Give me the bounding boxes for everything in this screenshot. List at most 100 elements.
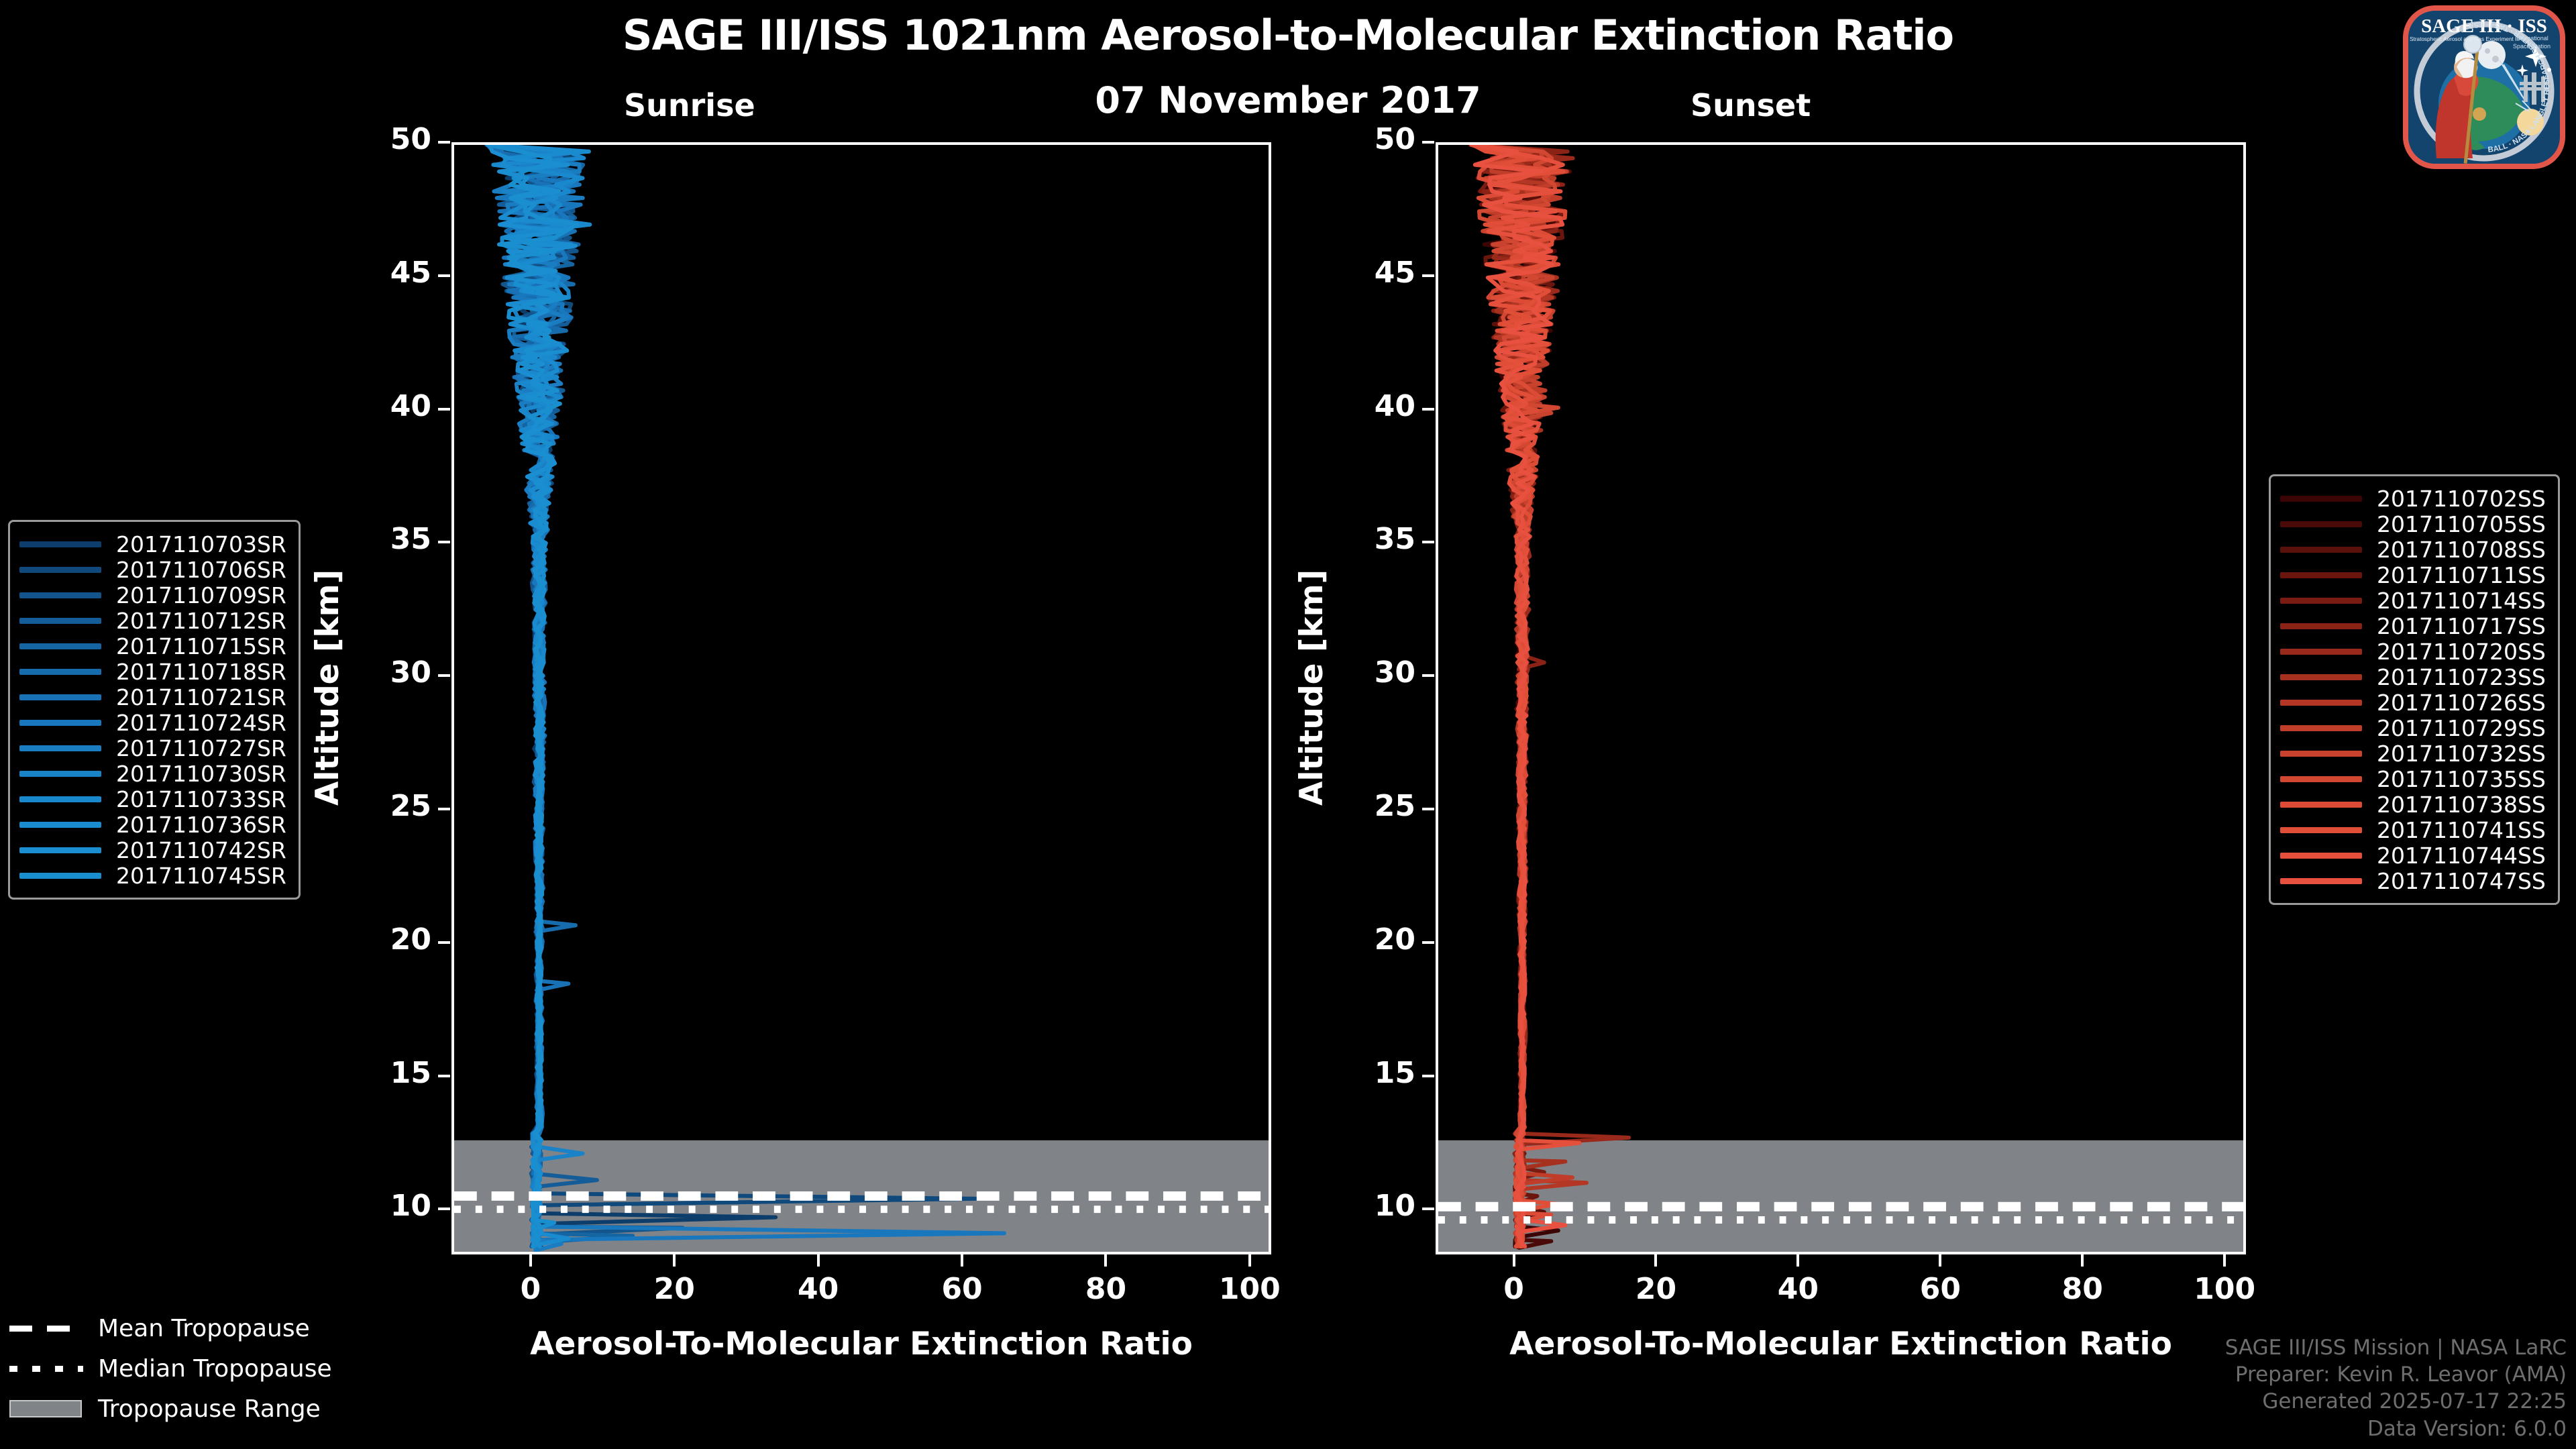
legend-item[interactable]: 2017110714SS xyxy=(2280,587,2546,614)
legend-item[interactable]: 2017110717SS xyxy=(2280,613,2546,639)
legend-item-label: 2017110724SR xyxy=(116,709,286,736)
x-tick-mark xyxy=(1248,1254,1251,1267)
y-tick-label: 35 xyxy=(390,522,431,557)
legend-item-label: 2017110709SR xyxy=(116,582,286,608)
x-tick-mark xyxy=(673,1254,676,1267)
legend-color-swatch xyxy=(2280,724,2362,731)
y-tick-mark xyxy=(1422,1074,1434,1077)
y-tick-label: 30 xyxy=(1374,655,1415,690)
legend-item[interactable]: 2017110741SS xyxy=(2280,817,2546,843)
x-tick-mark xyxy=(816,1254,820,1267)
y-tick-label: 45 xyxy=(390,255,431,290)
legend-color-swatch xyxy=(2280,521,2362,527)
credits-line: Data Version: 6.0.0 xyxy=(2367,1416,2567,1441)
legend-color-swatch xyxy=(2280,699,2362,706)
legend-item[interactable]: 2017110736SR xyxy=(19,812,286,838)
x-tick-label: 80 xyxy=(1085,1272,1127,1306)
tropopause-dotted-marker xyxy=(9,1366,83,1372)
sunrise-plot-canvas xyxy=(454,145,1269,1252)
legend-color-swatch xyxy=(2280,750,2362,757)
legend-item[interactable]: 2017110730SR xyxy=(19,760,286,787)
legend-item-label: 2017110718SR xyxy=(116,658,286,685)
tropopause-legend-item: Median Tropopause xyxy=(9,1348,332,1389)
x-tick-label: 100 xyxy=(1218,1272,1281,1306)
legend-color-swatch xyxy=(2280,877,2362,884)
profile-line-2017110747SS xyxy=(1470,145,1568,1249)
y-tick-label: 45 xyxy=(1374,255,1415,290)
legend-color-swatch xyxy=(2280,495,2362,502)
legend-item[interactable]: 2017110703SR xyxy=(19,531,286,557)
legend-item[interactable]: 2017110706SR xyxy=(19,557,286,583)
legend-item-label: 2017110712SR xyxy=(116,607,286,634)
y-tick-mark xyxy=(1422,674,1434,678)
legend-item[interactable]: 2017110720SS xyxy=(2280,638,2546,665)
x-tick-mark xyxy=(1104,1254,1108,1267)
legend-color-swatch xyxy=(19,617,101,624)
y-tick-label: 20 xyxy=(1374,922,1415,957)
tropopause-legend-item: Tropopause Range xyxy=(9,1389,332,1429)
x-tick-label: 60 xyxy=(1919,1272,1961,1306)
legend-tropopause: Mean Tropopause Median Tropopause Tropopau… xyxy=(9,1308,332,1429)
legend-item[interactable]: 2017110727SR xyxy=(19,735,286,761)
legend-item[interactable]: 2017110747SS xyxy=(2280,868,2546,894)
legend-item[interactable]: 2017110723SS xyxy=(2280,664,2546,690)
legend-item[interactable]: 2017110709SR xyxy=(19,582,286,608)
tropopause-range-band xyxy=(1438,1140,2243,1252)
legend-item-label: 2017110730SR xyxy=(116,760,286,787)
legend-item-label: 2017110717SS xyxy=(2377,612,2546,639)
tropopause-legend-label: Mean Tropopause xyxy=(98,1314,310,1342)
legend-color-swatch xyxy=(2280,674,2362,680)
x-tick-label: 20 xyxy=(1635,1272,1677,1306)
legend-item-label: 2017110729SS xyxy=(2377,714,2546,741)
tropopause-dashed-marker xyxy=(9,1326,83,1332)
legend-item[interactable]: 2017110733SR xyxy=(19,786,286,812)
y-tick-mark xyxy=(1422,541,1434,544)
legend-item[interactable]: 2017110705SS xyxy=(2280,511,2546,537)
legend-color-swatch xyxy=(2280,597,2362,604)
legend-color-swatch xyxy=(19,821,101,828)
y-tick-mark xyxy=(1422,941,1434,944)
legend-item[interactable]: 2017110738SS xyxy=(2280,792,2546,818)
legend-item[interactable]: 2017110718SR xyxy=(19,658,286,685)
sunrise-x-axis-label: Aerosol-To-Molecular Extinction Ratio xyxy=(530,1326,1193,1362)
legend-item[interactable]: 2017110721SR xyxy=(19,684,286,710)
plot-panel-sunrise xyxy=(451,142,1271,1254)
legend-item[interactable]: 2017110745SR xyxy=(19,863,286,889)
legend-color-swatch xyxy=(2280,775,2362,782)
x-tick-mark xyxy=(1512,1254,1515,1267)
legend-sunset[interactable]: 2017110702SS 2017110705SS 2017110708SS 2017… xyxy=(2269,474,2560,905)
legend-item[interactable]: 2017110702SS xyxy=(2280,486,2546,512)
legend-sunrise[interactable]: 2017110703SR 2017110706SR 2017110709SR 2017… xyxy=(8,520,301,900)
legend-item-label: 2017110703SR xyxy=(116,531,286,557)
legend-item-label: 2017110744SS xyxy=(2377,842,2546,869)
legend-item-label: 2017110726SS xyxy=(2377,689,2546,716)
plot-panel-sunset xyxy=(1436,142,2246,1254)
legend-item[interactable]: 2017110724SR xyxy=(19,709,286,736)
legend-item[interactable]: 2017110712SR xyxy=(19,607,286,634)
x-tick-mark xyxy=(2223,1254,2226,1267)
legend-color-swatch xyxy=(2280,623,2362,629)
x-tick-label: 60 xyxy=(941,1272,983,1306)
sage-iii-iss-logo: SAGE III · ISS Stratospheric Aerosol and… xyxy=(2398,3,2571,172)
legend-item-label: 2017110714SS xyxy=(2377,587,2546,614)
legend-item-label: 2017110723SS xyxy=(2377,663,2546,690)
legend-color-swatch xyxy=(19,770,101,777)
legend-item-label: 2017110720SS xyxy=(2377,638,2546,665)
legend-color-swatch xyxy=(19,541,101,547)
legend-item[interactable]: 2017110732SS xyxy=(2280,741,2546,767)
x-tick-label: 80 xyxy=(2061,1272,2103,1306)
legend-item[interactable]: 2017110711SS xyxy=(2280,562,2546,588)
credits-line: SAGE III/ISS Mission | NASA LaRC xyxy=(2224,1335,2567,1360)
legend-item[interactable]: 2017110726SS xyxy=(2280,689,2546,716)
legend-item[interactable]: 2017110715SR xyxy=(19,633,286,659)
credits-line: Preparer: Kevin R. Leavor (AMA) xyxy=(2235,1362,2567,1387)
legend-item[interactable]: 2017110744SS xyxy=(2280,842,2546,869)
legend-item[interactable]: 2017110735SS xyxy=(2280,766,2546,792)
tropopause-legend-swatch xyxy=(9,1360,83,1377)
legend-item[interactable]: 2017110742SR xyxy=(19,837,286,863)
legend-item[interactable]: 2017110708SS xyxy=(2280,537,2546,563)
y-tick-mark xyxy=(438,674,450,678)
legend-item[interactable]: 2017110729SS xyxy=(2280,715,2546,741)
legend-color-swatch xyxy=(19,847,101,853)
